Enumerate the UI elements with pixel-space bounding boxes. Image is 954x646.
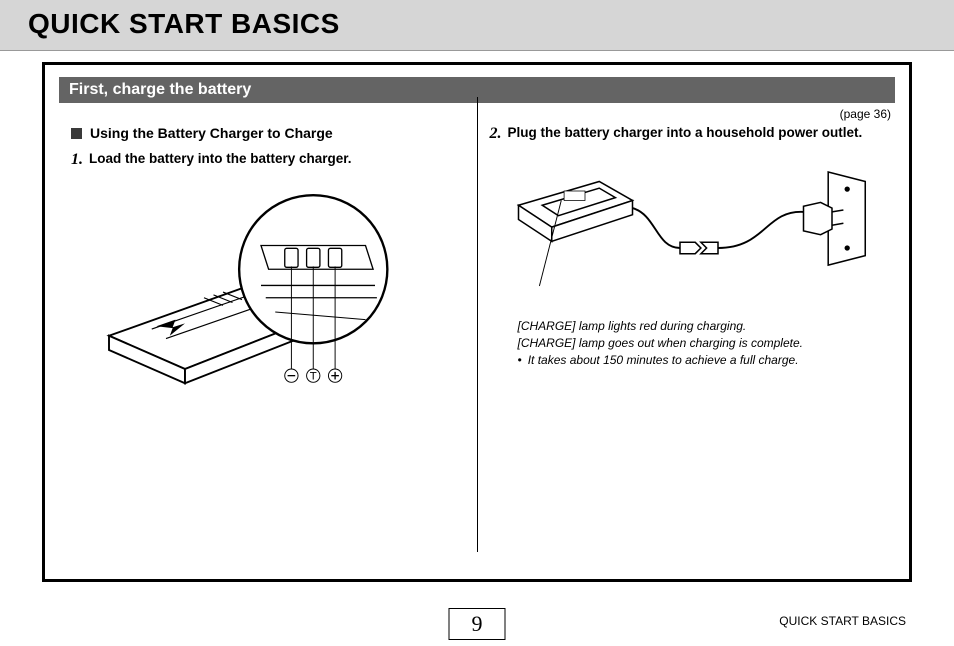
subsection-heading: Using the Battery Charger to Charge [71, 125, 459, 141]
step-number: 1. [71, 151, 83, 169]
square-bullet-icon [71, 128, 82, 139]
step-1: 1. Load the battery into the battery cha… [71, 151, 459, 169]
note-line-3-text: It takes about 150 minutes to achieve a … [528, 352, 799, 369]
subsection-heading-text: Using the Battery Charger to Charge [90, 125, 333, 141]
page-number: 9 [449, 608, 506, 640]
step-text: Plug the battery charger into a househol… [508, 125, 863, 143]
note-line-1: [CHARGE] lamp lights red during charging… [518, 318, 878, 335]
note-line-2: [CHARGE] lamp goes out when charging is … [518, 335, 878, 352]
two-column-layout: Using the Battery Charger to Charge 1. L… [45, 121, 909, 551]
bullet-icon: • [518, 352, 522, 369]
step-number: 2. [490, 125, 502, 143]
note-line-3: • It takes about 150 minutes to achieve … [518, 352, 878, 369]
content-frame: First, charge the battery (page 36) Usin… [42, 62, 912, 582]
step-2: 2. Plug the battery charger into a house… [490, 125, 878, 143]
charging-notes: [CHARGE] lamp lights red during charging… [518, 318, 878, 368]
outlet-plug-diagram [490, 153, 878, 310]
footer-section-label: QUICK START BASICS [779, 614, 906, 628]
title-bar: QUICK START BASICS [0, 0, 954, 51]
left-column: Using the Battery Charger to Charge 1. L… [59, 121, 477, 551]
svg-text:T: T [310, 370, 317, 382]
right-column: 2. Plug the battery charger into a house… [478, 121, 896, 551]
step-text: Load the battery into the battery charge… [89, 151, 352, 169]
page-title: QUICK START BASICS [28, 8, 926, 40]
battery-charger-diagram: T [71, 179, 459, 412]
